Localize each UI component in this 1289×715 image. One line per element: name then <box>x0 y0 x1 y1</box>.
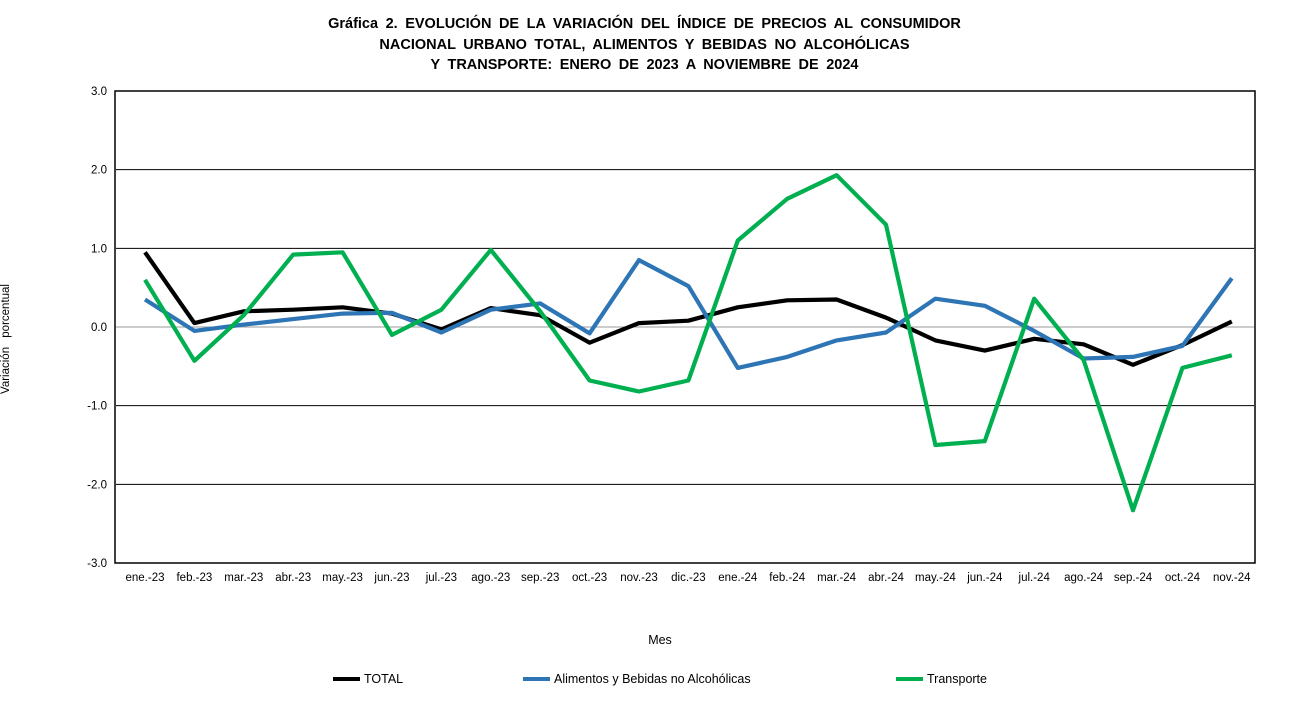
y-tick-label: -1.0 <box>87 401 107 413</box>
series-line-1 <box>143 258 1234 370</box>
legend-swatch-alimentos <box>523 677 550 681</box>
legend-label-alimentos: Alimentos y Bebidas no Alcohólicas <box>554 672 751 686</box>
y-tick-label: 1.0 <box>91 243 107 255</box>
y-axis-title: Variación porcentual <box>0 284 12 394</box>
chart-title: Gráfica 2. EVOLUCIÓN DE LA VARIACIÓN DEL… <box>0 14 1289 76</box>
legend-item-alimentos: Alimentos y Bebidas no Alcohólicas <box>523 671 751 687</box>
x-axis-title: Mes <box>648 633 672 647</box>
y-tick-label: 0.0 <box>91 322 107 334</box>
x-tick-label: feb.-23 <box>176 572 212 584</box>
y-tick-label: 3.0 <box>91 86 107 98</box>
y-tick-label: -3.0 <box>87 558 107 570</box>
legend-swatch-transporte <box>896 677 923 681</box>
legend-label-total: TOTAL <box>364 672 404 686</box>
x-tick-label: abr.-23 <box>275 572 311 584</box>
chart-title-line1: Gráfica 2. EVOLUCIÓN DE LA VARIACIÓN DEL… <box>328 16 961 32</box>
x-tick-label: mar.-23 <box>224 572 263 584</box>
chart-title-line2: NACIONAL URBANO TOTAL, ALIMENTOS Y BEBID… <box>379 36 910 53</box>
x-tick-label: jun.-23 <box>373 572 409 584</box>
x-tick-label: may.-24 <box>915 572 956 584</box>
x-tick-label: feb.-24 <box>769 572 805 584</box>
legend-item-total: TOTAL <box>333 671 403 687</box>
x-tick-label: oct.-23 <box>572 572 607 584</box>
legend-swatch-total <box>333 677 360 681</box>
x-tick-label: jun.-24 <box>966 572 1003 584</box>
x-tick-label: jul.-24 <box>1018 572 1051 584</box>
x-tick-label: jul.-23 <box>425 572 457 584</box>
x-tick-label: ago.-23 <box>471 572 510 584</box>
x-tick-label: dic.-23 <box>671 572 706 584</box>
legend-item-transporte: Transporte <box>896 671 987 687</box>
x-tick-label: nov.-24 <box>1213 572 1251 584</box>
x-tick-label: ene.-23 <box>125 572 164 584</box>
x-tick-label: nov.-23 <box>620 572 658 584</box>
x-tick-label: ago.-24 <box>1064 572 1104 584</box>
chart-title-line3: Y TRANSPORTE: ENERO DE 2023 A NOVIEMBRE … <box>430 57 859 73</box>
series-line-2 <box>143 173 1233 513</box>
x-tick-label: sep.-23 <box>521 572 559 584</box>
x-tick-label: may.-23 <box>322 572 363 584</box>
legend-label-transporte: Transporte <box>927 672 987 686</box>
y-tick-label: 2.0 <box>91 165 107 177</box>
x-tick-label: mar.-24 <box>817 572 857 584</box>
x-tick-label: abr.-24 <box>868 572 904 584</box>
plot-frame <box>114 90 1256 564</box>
x-tick-label: oct.-24 <box>1165 572 1201 584</box>
x-tick-label: sep.-24 <box>1114 572 1153 584</box>
y-tick-label: -2.0 <box>87 479 107 491</box>
x-tick-label: ene.-24 <box>718 572 758 584</box>
